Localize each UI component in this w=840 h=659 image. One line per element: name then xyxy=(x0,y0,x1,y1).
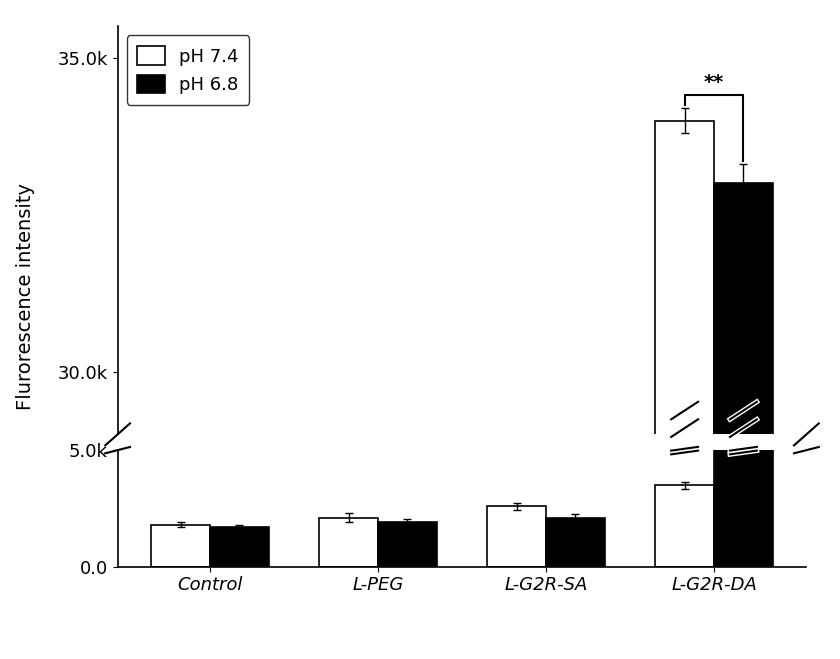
Bar xyxy=(378,523,437,567)
Legend: pH 7.4, pH 6.8: pH 7.4, pH 6.8 xyxy=(127,36,249,105)
Bar xyxy=(210,527,269,567)
Bar xyxy=(655,485,714,567)
Bar xyxy=(714,0,773,567)
Bar xyxy=(151,525,210,567)
Bar xyxy=(546,518,605,567)
Bar xyxy=(655,121,714,659)
Bar xyxy=(714,183,773,659)
Text: Flurorescence intensity: Flurorescence intensity xyxy=(16,183,34,410)
Bar xyxy=(319,518,378,567)
Bar xyxy=(487,506,546,567)
Text: **: ** xyxy=(704,73,724,92)
